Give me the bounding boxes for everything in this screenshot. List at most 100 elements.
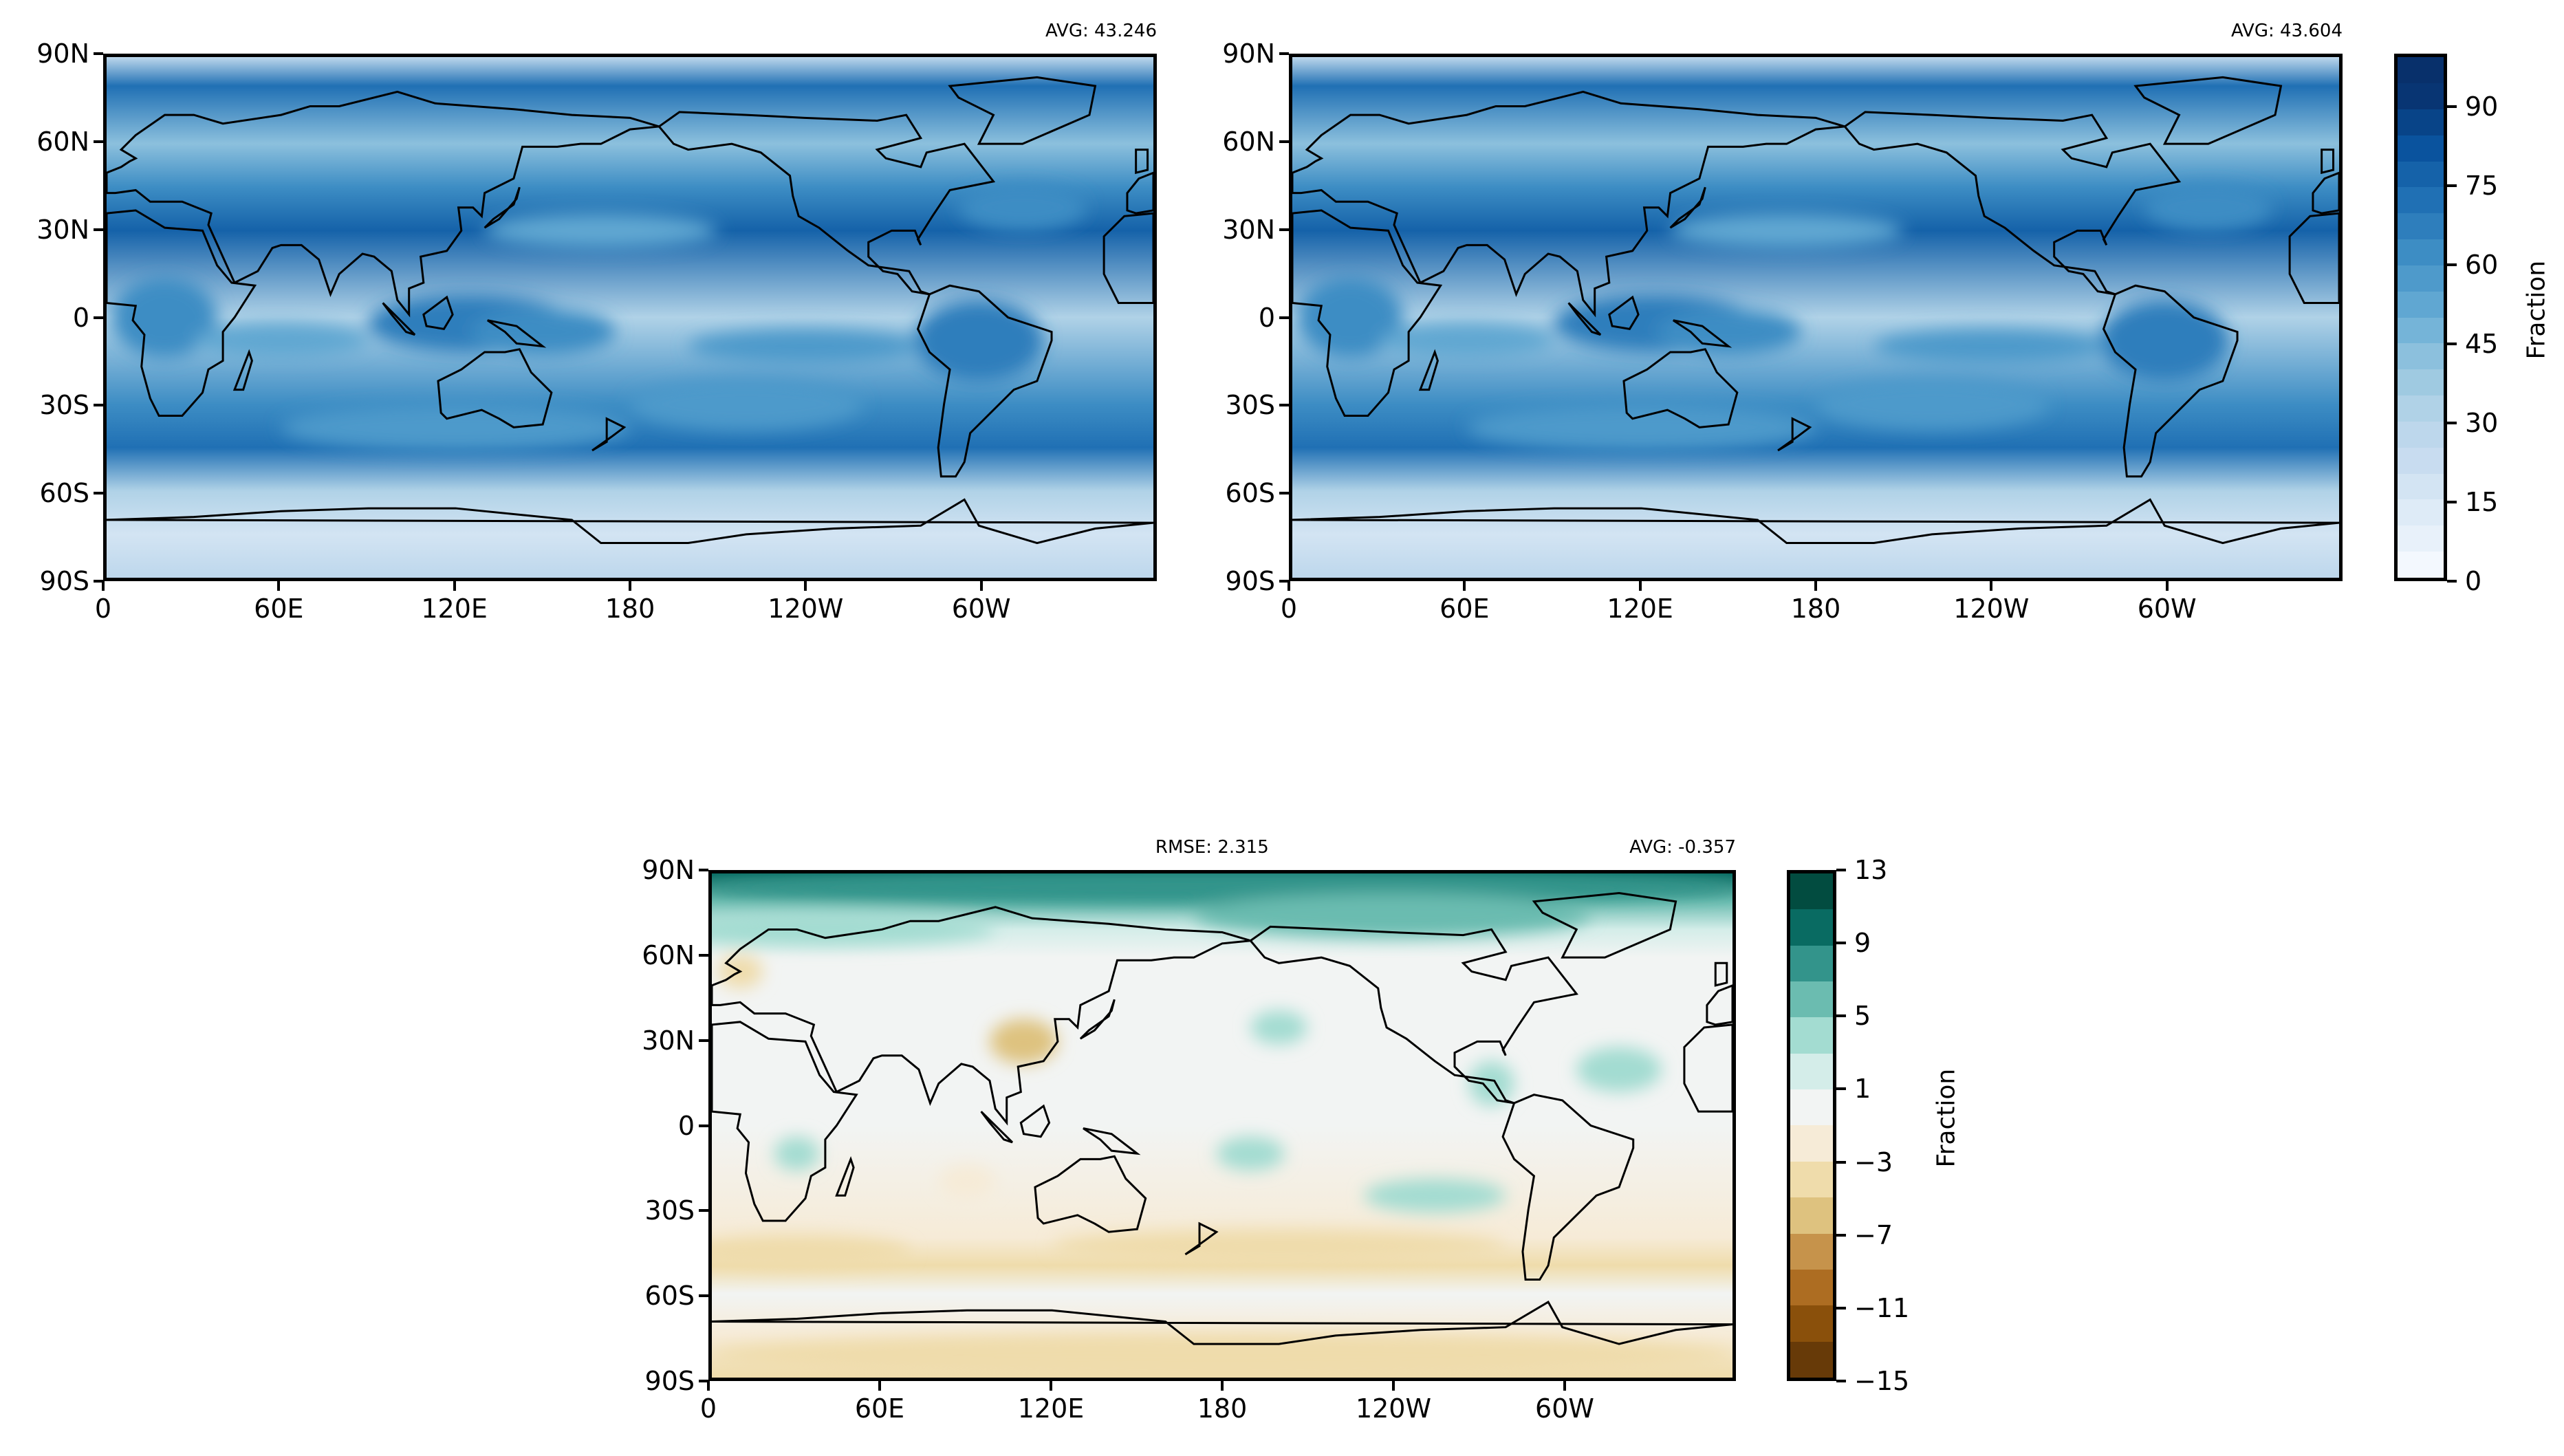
y-tick-label: 60N	[1222, 126, 1275, 157]
coastline	[659, 112, 993, 294]
y-tick-label: 90N	[642, 855, 695, 885]
coastline	[981, 1111, 1012, 1142]
coastline	[1673, 320, 1728, 347]
contour-region	[1466, 404, 1816, 450]
y-tick-mark	[699, 953, 708, 957]
coastline	[712, 907, 1250, 1123]
coastline	[1083, 1129, 1137, 1154]
colorbar-tick-label: 13	[1854, 855, 1888, 885]
x-tick-label: 120W	[768, 594, 844, 624]
colorbar-bin	[2398, 187, 2444, 214]
colorbar-tick-mark	[1836, 1160, 1846, 1164]
x-tick-label: 60E	[254, 594, 304, 624]
contour-region	[1816, 378, 2049, 431]
coastline	[1185, 1224, 1216, 1254]
colorbar-bin	[1790, 1197, 1833, 1234]
colorbar-tick-label: 75	[2465, 170, 2499, 201]
x-tick-label: 0	[1280, 594, 1298, 624]
coastline	[1136, 150, 1148, 173]
colorbar-tick-mark	[2447, 500, 2457, 503]
coastline	[2322, 150, 2334, 173]
coastline	[1778, 419, 1810, 450]
avg-label: AVG: 43.604	[2230, 21, 2343, 41]
colorbar-tick-mark	[2447, 263, 2457, 266]
contour-region	[688, 329, 921, 364]
x-tick-mark	[1814, 581, 1817, 591]
y-tick-label: 60N	[642, 939, 695, 970]
y-tick-mark	[699, 1209, 708, 1213]
colorbar-tick-mark	[1836, 1306, 1846, 1310]
contour-region	[1364, 1178, 1506, 1213]
coastline	[1292, 210, 1441, 416]
coastline	[950, 77, 1095, 144]
y-tick-label: 30S	[1225, 390, 1275, 421]
colorbar-tick-mark	[2447, 421, 2457, 424]
coastline	[1845, 112, 2179, 294]
contour-region	[938, 1164, 996, 1199]
coastline	[107, 210, 255, 416]
y-tick-mark	[94, 492, 103, 495]
y-tick-label: 30S	[644, 1195, 695, 1226]
colorbar-tick-mark	[2447, 342, 2457, 345]
colorbar-bin	[1790, 1053, 1833, 1090]
colorbar-tick-label: −7	[1854, 1219, 1893, 1250]
y-tick-label: 0	[1258, 302, 1275, 333]
x-tick-label: 180	[1790, 594, 1841, 624]
coastline	[485, 187, 520, 228]
contour-region	[1052, 1229, 1506, 1263]
colorbar-tick-label: −3	[1854, 1147, 1893, 1177]
colorbar-bin	[2398, 317, 2444, 344]
coastline	[1684, 1025, 1732, 1111]
colorbar-tick-mark	[1836, 1233, 1846, 1237]
y-tick-mark	[1279, 492, 1289, 495]
y-tick-label: 30S	[39, 390, 89, 421]
coastline	[918, 285, 1052, 477]
x-tick-mark	[453, 581, 456, 591]
x-tick-label: 0	[94, 594, 112, 624]
contour-region	[1873, 329, 2107, 364]
colorbar-bin	[2398, 552, 2444, 578]
colorbar-tick-label: −11	[1854, 1292, 1910, 1323]
colorbar-tick-mark	[2447, 184, 2457, 187]
x-tick-label: 0	[699, 1393, 717, 1424]
y-tick-label: 60S	[39, 478, 89, 509]
colorbar-bin	[2398, 499, 2444, 526]
coastline	[2136, 77, 2281, 144]
coastline	[1292, 499, 2339, 543]
y-tick-label: 60S	[644, 1281, 695, 1312]
colorbar-tick-label: 30	[2465, 407, 2499, 438]
y-tick-mark	[699, 1124, 708, 1127]
x-tick-mark	[102, 581, 105, 591]
avg-label: AVG: 43.246	[1045, 21, 1157, 41]
rmse-label: RMSE: 2.315	[1155, 837, 1269, 858]
contour-region	[915, 300, 1043, 382]
colorbar-bin	[1790, 909, 1833, 946]
coastline	[1609, 297, 1638, 329]
y-tick-label: 90N	[36, 39, 89, 69]
contour-field	[712, 873, 1732, 1378]
x-tick-label: 120W	[1953, 594, 2030, 624]
x-tick-mark	[629, 581, 631, 591]
contour-region	[1298, 276, 1403, 358]
x-tick-label: 180	[1197, 1393, 1248, 1424]
coastline	[2290, 213, 2339, 303]
x-tick-label: 120E	[1017, 1393, 1085, 1424]
colorbar-bin	[1790, 1089, 1833, 1126]
contour-region	[484, 213, 717, 248]
contour-region	[1216, 1136, 1285, 1171]
y-tick-mark	[94, 404, 103, 407]
colorbar-2	[1787, 870, 1836, 1381]
colorbar-tick-label: 0	[2465, 566, 2482, 596]
coastline	[712, 1022, 856, 1221]
coastline	[1292, 91, 1845, 314]
colorbar-tick-label: 9	[1854, 928, 1871, 959]
colorbar-bin	[1790, 945, 1833, 982]
colorbar-label: Fraction	[1932, 1068, 1961, 1167]
colorbar-tick-label: −15	[1854, 1366, 1910, 1396]
x-tick-mark	[804, 581, 807, 591]
colorbar-bin	[2398, 395, 2444, 422]
x-tick-label: 60W	[1535, 1393, 1594, 1424]
map-panel-3	[708, 870, 1736, 1381]
y-tick-mark	[94, 52, 103, 55]
coastline	[488, 320, 543, 347]
